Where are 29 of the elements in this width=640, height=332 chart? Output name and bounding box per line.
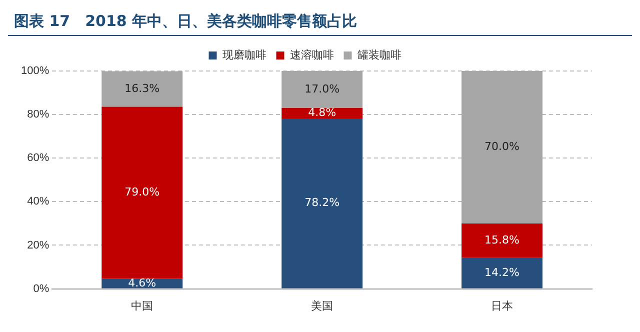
bar — [462, 258, 543, 288]
x-tick-label: 中国 — [131, 299, 154, 312]
data-label: 79.0% — [124, 186, 160, 199]
bar — [102, 106, 183, 279]
data-label: 70.0% — [484, 140, 520, 154]
data-label: 16.3% — [124, 82, 160, 95]
data-label: 14.2% — [484, 266, 520, 279]
y-tick-label: 80% — [27, 108, 50, 121]
legend-label: 速溶咖啡 — [290, 48, 334, 62]
y-tick-label: 0% — [33, 282, 50, 295]
data-label: 17.0% — [304, 82, 340, 96]
bar — [462, 71, 543, 224]
y-tick-label: 100% — [20, 65, 50, 78]
chart-title: 图表 17 2018 年中、日、美各类咖啡零售额占比 — [8, 8, 632, 36]
y-tick-label: 60% — [27, 152, 50, 164]
bar — [282, 71, 363, 108]
legend-label: 罐装咖啡 — [357, 48, 402, 62]
y-tick-label: 20% — [27, 239, 50, 252]
data-label: 78.2% — [304, 196, 340, 210]
bar — [462, 223, 543, 258]
data-label: 4.8% — [308, 106, 336, 120]
bar — [282, 118, 363, 288]
y-tick-label: 40% — [27, 196, 50, 208]
legend-label: 现磨咖啡 — [222, 48, 266, 62]
bar — [102, 71, 183, 107]
x-tick-label: 美国 — [311, 299, 334, 312]
x-tick-label: 日本 — [491, 299, 514, 312]
data-label: 4.6% — [128, 276, 156, 290]
data-label: 15.8% — [484, 234, 520, 247]
